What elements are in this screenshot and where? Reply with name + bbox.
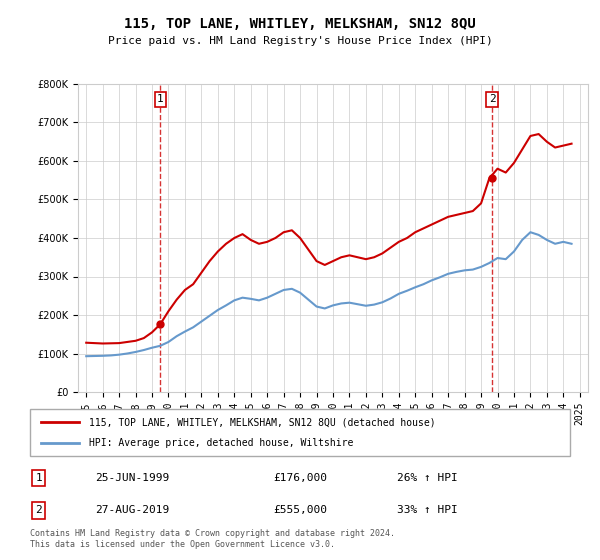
Text: 27-AUG-2019: 27-AUG-2019 — [95, 505, 169, 515]
Text: £555,000: £555,000 — [273, 505, 327, 515]
Text: 115, TOP LANE, WHITLEY, MELKSHAM, SN12 8QU: 115, TOP LANE, WHITLEY, MELKSHAM, SN12 8… — [124, 17, 476, 31]
Text: 2: 2 — [489, 95, 496, 104]
Text: £176,000: £176,000 — [273, 473, 327, 483]
Text: 33% ↑ HPI: 33% ↑ HPI — [397, 505, 458, 515]
Text: 1: 1 — [157, 95, 164, 104]
Text: 1: 1 — [35, 473, 42, 483]
Text: 25-JUN-1999: 25-JUN-1999 — [95, 473, 169, 483]
FancyBboxPatch shape — [30, 409, 570, 456]
Text: 2: 2 — [35, 505, 42, 515]
Text: 115, TOP LANE, WHITLEY, MELKSHAM, SN12 8QU (detached house): 115, TOP LANE, WHITLEY, MELKSHAM, SN12 8… — [89, 417, 436, 427]
Text: HPI: Average price, detached house, Wiltshire: HPI: Average price, detached house, Wilt… — [89, 438, 354, 448]
Text: Price paid vs. HM Land Registry's House Price Index (HPI): Price paid vs. HM Land Registry's House … — [107, 36, 493, 46]
Text: Contains HM Land Registry data © Crown copyright and database right 2024.
This d: Contains HM Land Registry data © Crown c… — [30, 529, 395, 549]
Text: 26% ↑ HPI: 26% ↑ HPI — [397, 473, 458, 483]
